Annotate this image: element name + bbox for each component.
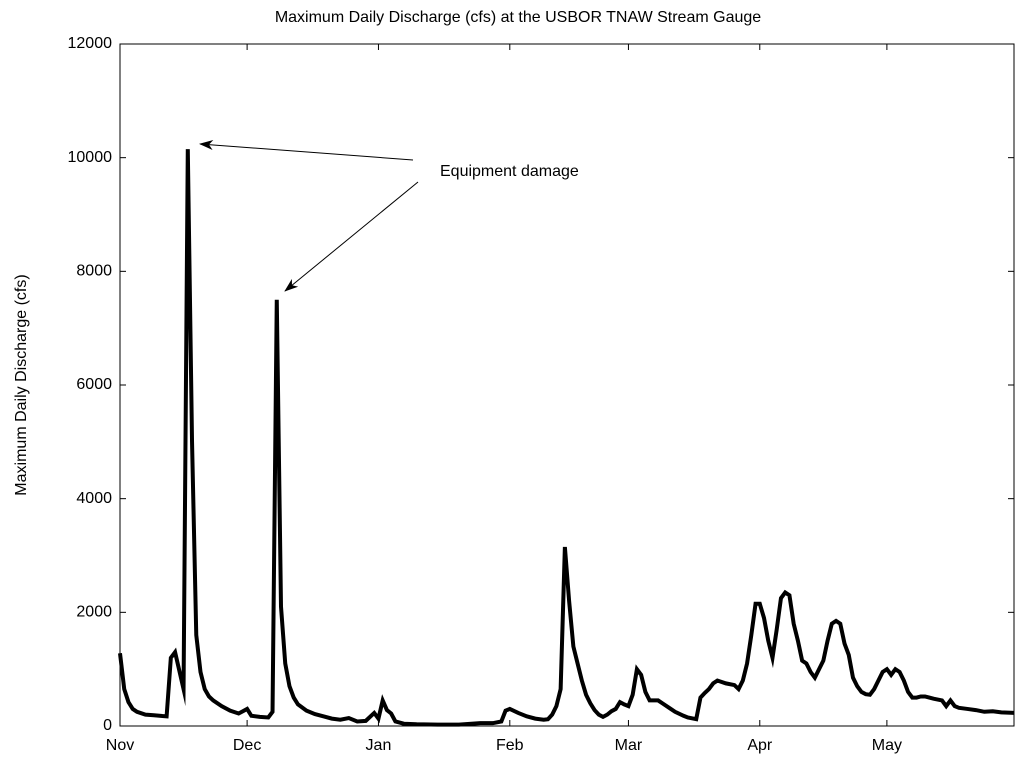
x-tick-label: Apr — [747, 737, 773, 754]
chart-title: Maximum Daily Discharge (cfs) at the USB… — [275, 9, 761, 26]
y-tick-label: 8000 — [76, 263, 112, 280]
x-tick-label: May — [872, 737, 902, 754]
x-tick-label: Dec — [233, 737, 261, 754]
y-tick-label: 4000 — [76, 490, 112, 507]
plot-frame — [119, 43, 1015, 727]
y-tick-label: 2000 — [76, 604, 112, 621]
x-tick-label: Jan — [366, 737, 392, 754]
x-tick-label: Feb — [496, 737, 524, 754]
y-tick-label: 10000 — [68, 149, 113, 166]
x-tick-label: Nov — [106, 737, 134, 754]
data-line — [118, 149, 1015, 727]
y-tick-label: 6000 — [76, 376, 112, 393]
annotation: Equipment damage — [440, 163, 579, 180]
y-tick-label: 0 — [103, 717, 112, 734]
annotation-arrow — [284, 181, 419, 292]
annotation-arrow — [199, 139, 414, 161]
y-axis-label: Maximum Daily Discharge (cfs) — [13, 274, 30, 495]
x-tick-label: Mar — [615, 737, 643, 754]
y-tick-label: 12000 — [68, 35, 113, 52]
